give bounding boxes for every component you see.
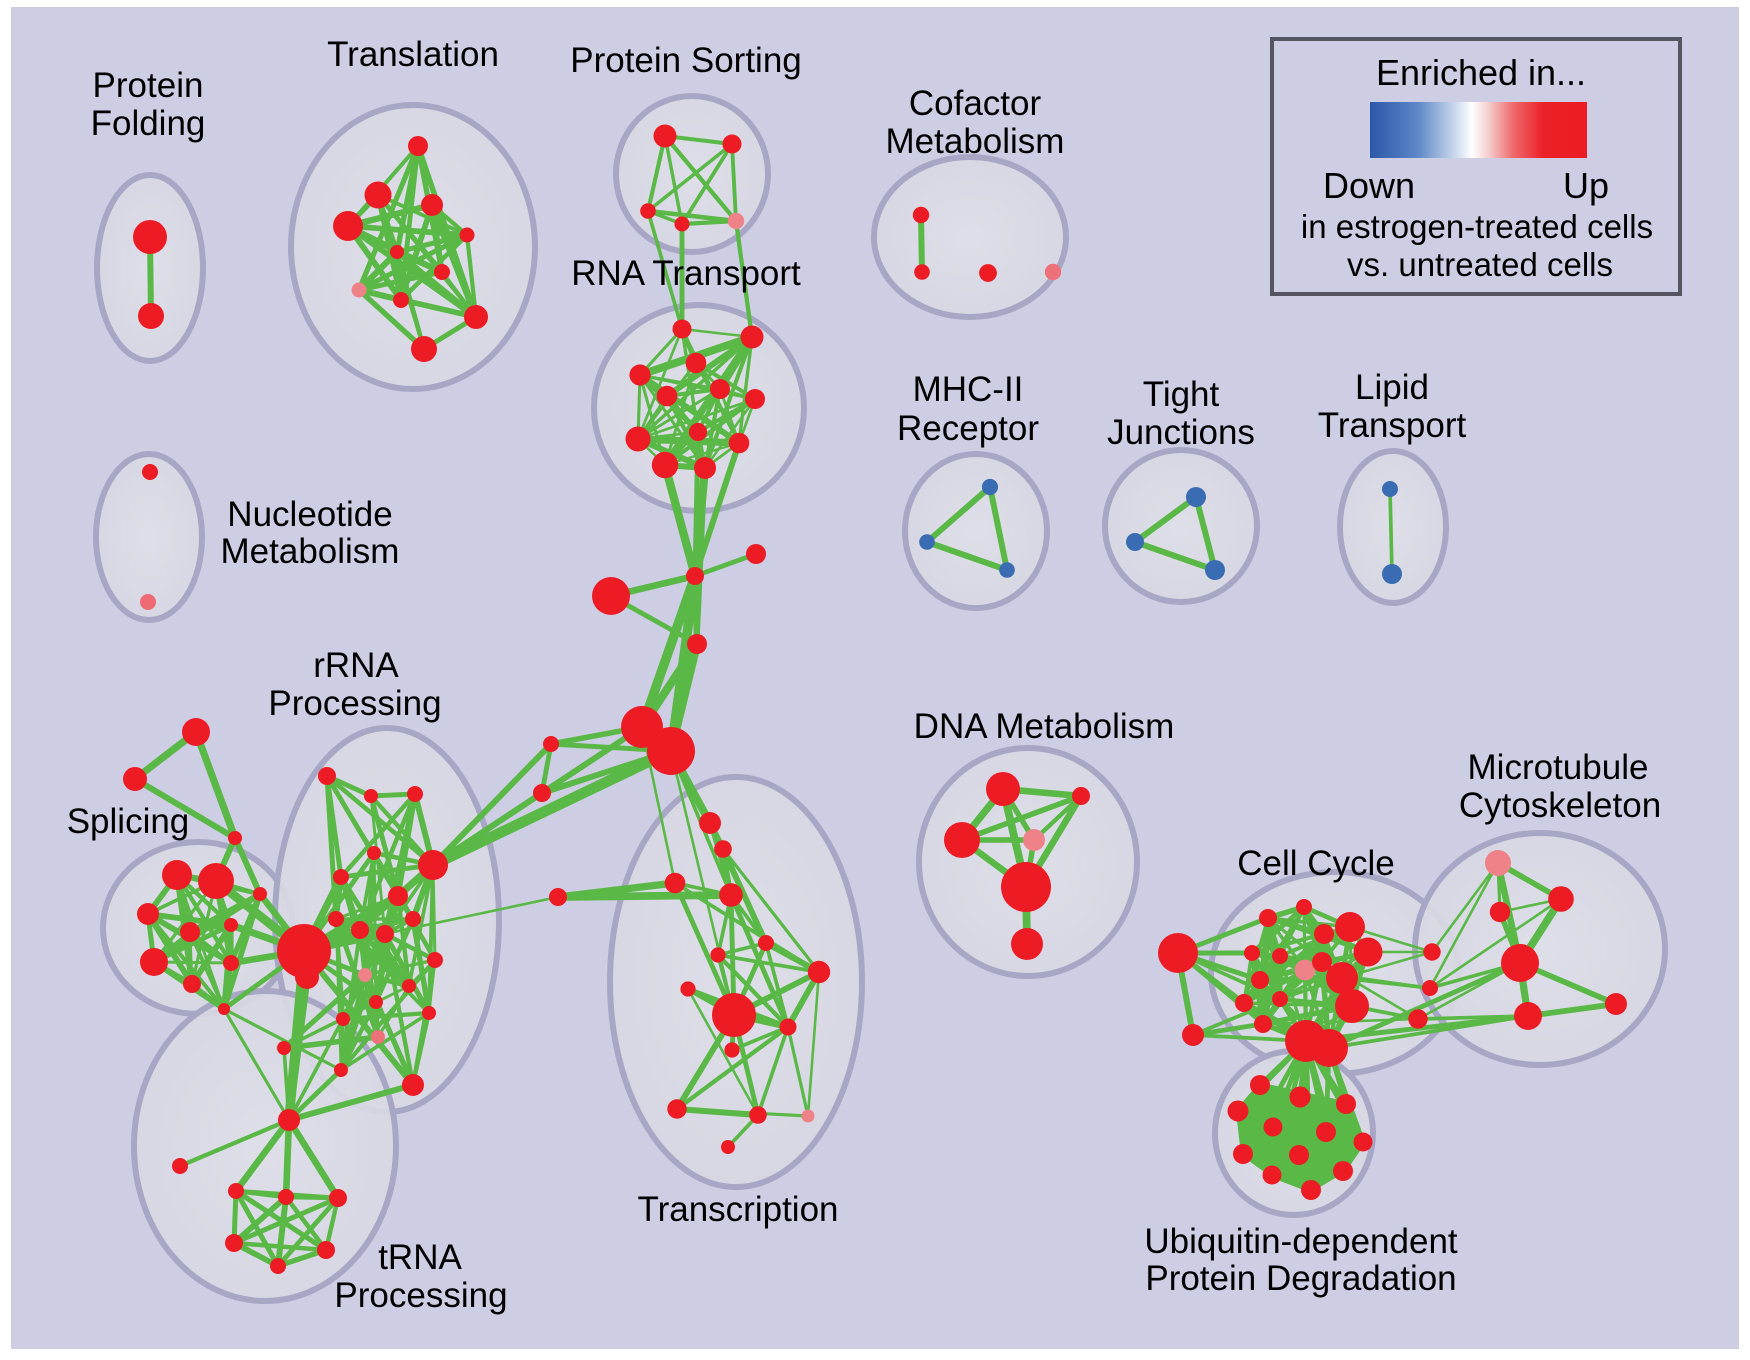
svg-text:Processing: Processing (334, 1276, 507, 1315)
svg-text:Junctions: Junctions (1107, 413, 1255, 452)
svg-text:Lipid: Lipid (1355, 368, 1429, 407)
svg-text:Protein Sorting: Protein Sorting (570, 41, 802, 80)
svg-text:in estrogen-treated cells: in estrogen-treated cells (1301, 208, 1653, 245)
svg-text:Ubiquitin-dependent: Ubiquitin-dependent (1144, 1222, 1458, 1261)
svg-text:Metabolism: Metabolism (221, 532, 400, 571)
svg-text:Cofactor: Cofactor (909, 84, 1042, 123)
svg-text:Protein: Protein (93, 66, 204, 105)
svg-text:Nucleotide: Nucleotide (227, 495, 392, 534)
svg-text:Cytoskeleton: Cytoskeleton (1459, 786, 1661, 825)
svg-text:vs. untreated cells: vs. untreated cells (1347, 246, 1613, 283)
svg-text:Transcription: Transcription (638, 1190, 839, 1229)
svg-text:RNA Transport: RNA Transport (571, 254, 801, 293)
svg-text:Translation: Translation (327, 35, 499, 74)
svg-text:Receptor: Receptor (897, 409, 1039, 448)
svg-text:MHC-II: MHC-II (913, 370, 1024, 409)
svg-text:Protein Degradation: Protein Degradation (1145, 1259, 1456, 1298)
svg-text:Transport: Transport (1318, 406, 1467, 445)
svg-text:tRNA: tRNA (378, 1238, 462, 1277)
svg-text:Folding: Folding (91, 104, 206, 143)
svg-text:Microtubule: Microtubule (1468, 748, 1649, 787)
svg-text:Enriched in...: Enriched in... (1376, 52, 1586, 93)
svg-text:Metabolism: Metabolism (886, 122, 1065, 161)
svg-text:Tight: Tight (1143, 375, 1220, 414)
svg-text:Up: Up (1563, 165, 1609, 206)
svg-text:Cell Cycle: Cell Cycle (1237, 844, 1395, 883)
svg-text:rRNA: rRNA (313, 646, 399, 685)
svg-text:Down: Down (1323, 165, 1415, 206)
svg-text:Processing: Processing (268, 684, 441, 723)
svg-text:DNA Metabolism: DNA Metabolism (914, 707, 1175, 746)
svg-text:Splicing: Splicing (67, 802, 190, 841)
